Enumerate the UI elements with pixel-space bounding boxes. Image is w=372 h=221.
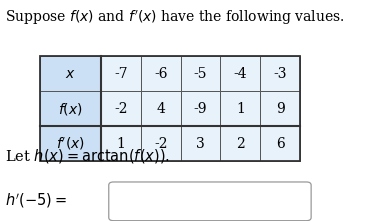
Text: $h'(-5) =$: $h'(-5) =$ [5, 191, 67, 210]
Text: $x$: $x$ [65, 67, 76, 81]
Text: 2: 2 [236, 137, 245, 151]
Bar [260, 126, 300, 161]
Text: -3: -3 [273, 67, 287, 81]
Bar [221, 57, 260, 91]
Text: -5: -5 [194, 67, 207, 81]
Bar [141, 126, 181, 161]
Text: $f(x)$: $f(x)$ [58, 101, 83, 117]
FancyBboxPatch shape [109, 182, 311, 221]
Bar [181, 57, 221, 91]
Bar [221, 126, 260, 161]
Text: 4: 4 [156, 102, 165, 116]
Text: -4: -4 [234, 67, 247, 81]
Bar [181, 126, 221, 161]
Bar [40, 57, 300, 161]
Bar [40, 91, 101, 126]
Text: 3: 3 [196, 137, 205, 151]
Text: Suppose $f(x)$ and $f'(x)$ have the following values.: Suppose $f(x)$ and $f'(x)$ have the foll… [5, 8, 345, 27]
Text: -2: -2 [154, 137, 167, 151]
Text: Let $h(x) = \mathrm{arctan}(f(x)).$: Let $h(x) = \mathrm{arctan}(f(x)).$ [5, 147, 170, 166]
Text: $f'(x)$: $f'(x)$ [56, 135, 85, 152]
Bar [181, 91, 221, 126]
Text: -2: -2 [114, 102, 128, 116]
Bar [260, 91, 300, 126]
Text: -7: -7 [114, 67, 128, 81]
Text: 1: 1 [116, 137, 125, 151]
Bar [141, 91, 181, 126]
Text: 6: 6 [276, 137, 285, 151]
Bar [141, 57, 181, 91]
Text: 1: 1 [236, 102, 245, 116]
Bar [260, 57, 300, 91]
Bar [101, 91, 141, 126]
Bar [101, 126, 141, 161]
Text: -6: -6 [154, 67, 167, 81]
Bar [40, 126, 101, 161]
Bar [221, 91, 260, 126]
Bar [101, 57, 141, 91]
Text: -9: -9 [194, 102, 207, 116]
Bar [40, 57, 101, 91]
Text: 9: 9 [276, 102, 285, 116]
